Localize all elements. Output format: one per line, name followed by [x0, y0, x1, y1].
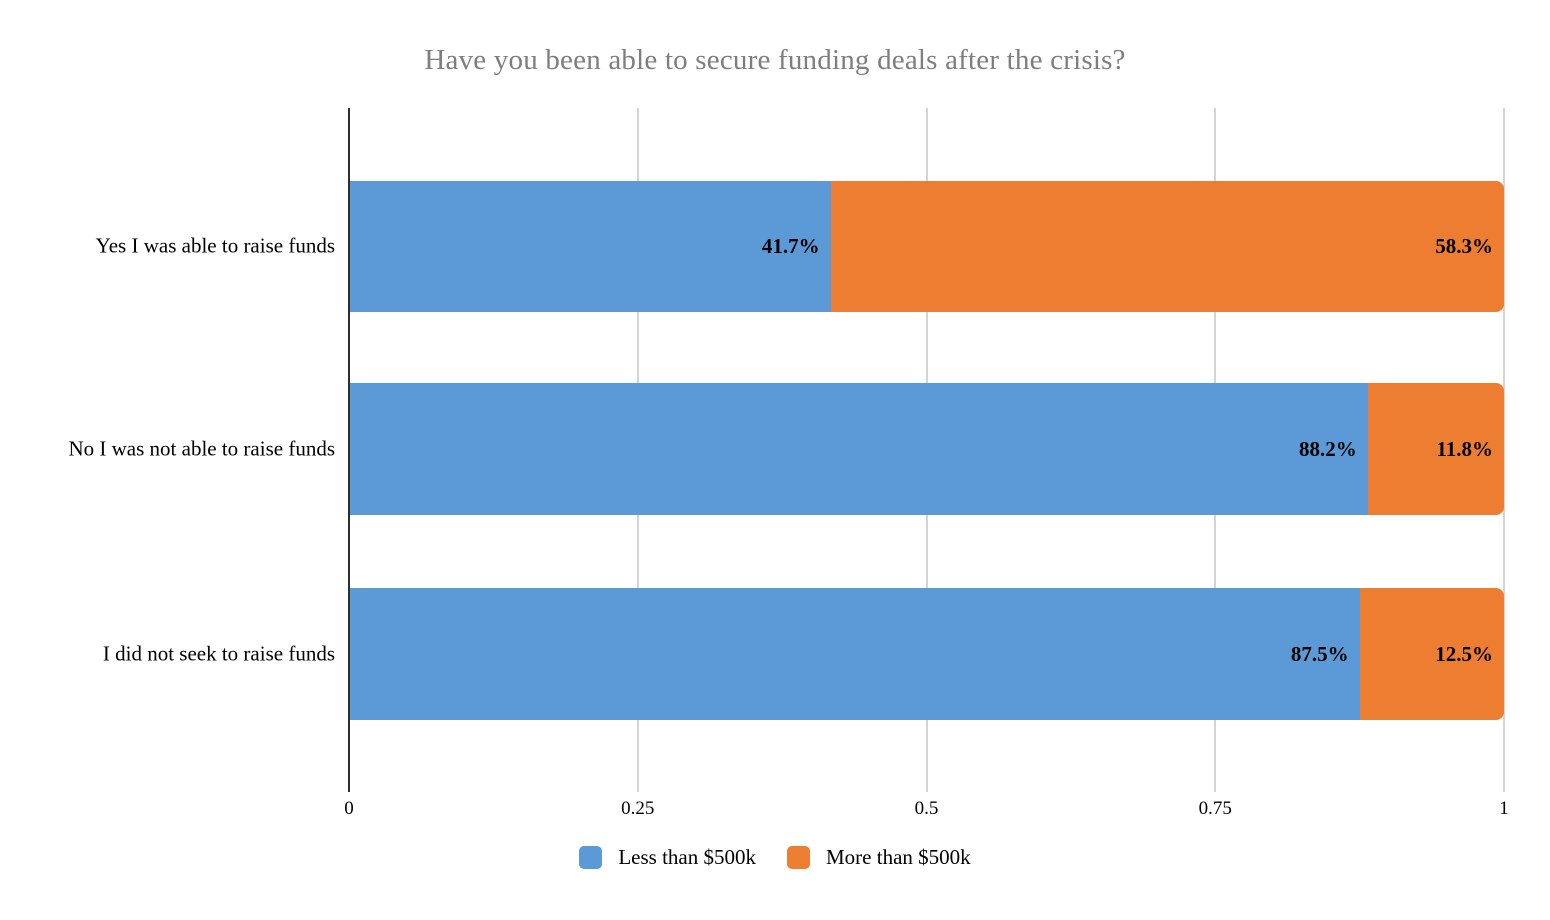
- legend-item-more-than-500k: More than $500k: [787, 845, 971, 870]
- gridline: [1503, 108, 1505, 792]
- legend-swatch-icon: [579, 846, 603, 869]
- x-tick-label: 0: [344, 798, 354, 819]
- plot-area: 41.7% 58.3% 88.2% 11.8% 87.5% 12.5%: [348, 108, 1505, 792]
- x-tick-label: 0.25: [621, 798, 655, 819]
- bar-segment-more-than-500k: 11.8%: [1367, 383, 1504, 515]
- legend-swatch-icon: [787, 846, 810, 869]
- chart-legend: Less than $500k More than $500k: [0, 845, 1550, 870]
- x-tick-label: 0.5: [914, 798, 939, 819]
- y-axis-line: [348, 108, 350, 792]
- x-axis: 0 0.25 0.5 0.75 1: [344, 798, 1509, 824]
- x-tick-label: 0.75: [1198, 798, 1232, 819]
- bar-value-label: 12.5%: [1435, 641, 1493, 666]
- bar-segment-more-than-500k: 58.3%: [830, 181, 1504, 312]
- category-label: Yes I was able to raise funds: [95, 233, 335, 258]
- bar-segment-less-than-500k: 87.5%: [349, 588, 1360, 720]
- bar-value-label: 11.8%: [1436, 436, 1493, 461]
- bar-row: 87.5% 12.5%: [349, 588, 1504, 720]
- bar-row: 41.7% 58.3%: [349, 181, 1504, 312]
- bar-segment-more-than-500k: 12.5%: [1359, 588, 1504, 720]
- x-tick-label: 1: [1499, 798, 1509, 819]
- legend-label: More than $500k: [826, 845, 971, 869]
- bar-value-label: 41.7%: [761, 234, 820, 258]
- bar-segment-less-than-500k: 41.7%: [349, 181, 831, 312]
- bar-value-label: 88.2%: [1298, 436, 1357, 461]
- category-label: I did not seek to raise funds: [102, 641, 335, 666]
- category-label: No I was not able to raise funds: [68, 436, 335, 461]
- bar-segment-less-than-500k: 88.2%: [349, 383, 1368, 515]
- bar-row: 88.2% 11.8%: [349, 383, 1504, 515]
- legend-item-less-than-500k: Less than $500k: [579, 845, 756, 870]
- legend-label: Less than $500k: [618, 845, 756, 869]
- bar-value-label: 87.5%: [1290, 641, 1349, 666]
- chart-title: Have you been able to secure funding dea…: [424, 44, 1126, 76]
- bar-value-label: 58.3%: [1435, 234, 1493, 258]
